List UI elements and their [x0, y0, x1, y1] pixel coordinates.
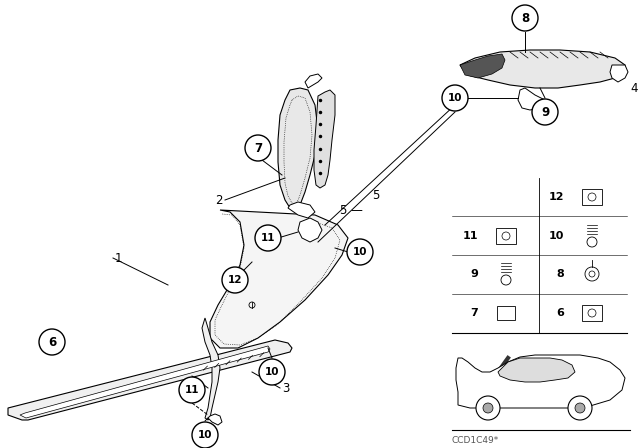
Text: CCD1C49*: CCD1C49* — [452, 435, 499, 444]
Polygon shape — [8, 340, 292, 420]
Polygon shape — [20, 346, 270, 418]
Circle shape — [512, 5, 538, 31]
Polygon shape — [518, 88, 545, 110]
Polygon shape — [456, 355, 625, 408]
Text: 9: 9 — [541, 105, 549, 119]
Bar — [582, 189, 602, 205]
Circle shape — [568, 396, 592, 420]
Text: 10: 10 — [353, 247, 367, 257]
Text: 4: 4 — [630, 82, 637, 95]
Text: 11: 11 — [463, 231, 478, 241]
Polygon shape — [460, 54, 505, 78]
Polygon shape — [498, 358, 575, 382]
Polygon shape — [278, 88, 318, 210]
Bar — [496, 228, 516, 244]
Text: 7: 7 — [254, 142, 262, 155]
Text: 5 —: 5 — — [340, 203, 363, 216]
Text: 8: 8 — [556, 269, 564, 279]
Circle shape — [575, 403, 585, 413]
Text: 9: 9 — [470, 269, 478, 279]
Polygon shape — [288, 202, 315, 218]
Text: 12: 12 — [228, 275, 243, 285]
Polygon shape — [202, 318, 220, 420]
Circle shape — [347, 239, 373, 265]
Text: 8: 8 — [521, 12, 529, 25]
Polygon shape — [460, 50, 625, 88]
Polygon shape — [210, 210, 348, 348]
Text: 6: 6 — [556, 308, 564, 318]
Text: 2: 2 — [215, 194, 223, 207]
Text: 3: 3 — [282, 382, 289, 395]
Text: 10: 10 — [265, 367, 279, 377]
Bar — [497, 306, 515, 320]
Polygon shape — [314, 90, 335, 188]
Text: 5: 5 — [372, 189, 380, 202]
Circle shape — [222, 267, 248, 293]
Circle shape — [255, 225, 281, 251]
Circle shape — [483, 403, 493, 413]
Polygon shape — [305, 74, 322, 88]
Text: 11: 11 — [185, 385, 199, 395]
Text: 12: 12 — [548, 192, 564, 202]
Circle shape — [476, 396, 500, 420]
Polygon shape — [298, 218, 322, 242]
Circle shape — [39, 329, 65, 355]
Circle shape — [532, 99, 558, 125]
Text: 10: 10 — [448, 93, 462, 103]
Text: 11: 11 — [260, 233, 275, 243]
Text: 10: 10 — [198, 430, 212, 440]
Polygon shape — [208, 414, 222, 425]
Polygon shape — [610, 65, 628, 82]
Circle shape — [259, 359, 285, 385]
Circle shape — [245, 135, 271, 161]
Text: 1: 1 — [115, 251, 122, 264]
Circle shape — [442, 85, 468, 111]
Circle shape — [179, 377, 205, 403]
Bar — [582, 305, 602, 321]
Text: 10: 10 — [548, 231, 564, 241]
Text: 7: 7 — [470, 308, 478, 318]
Text: 6: 6 — [48, 336, 56, 349]
Circle shape — [192, 422, 218, 448]
